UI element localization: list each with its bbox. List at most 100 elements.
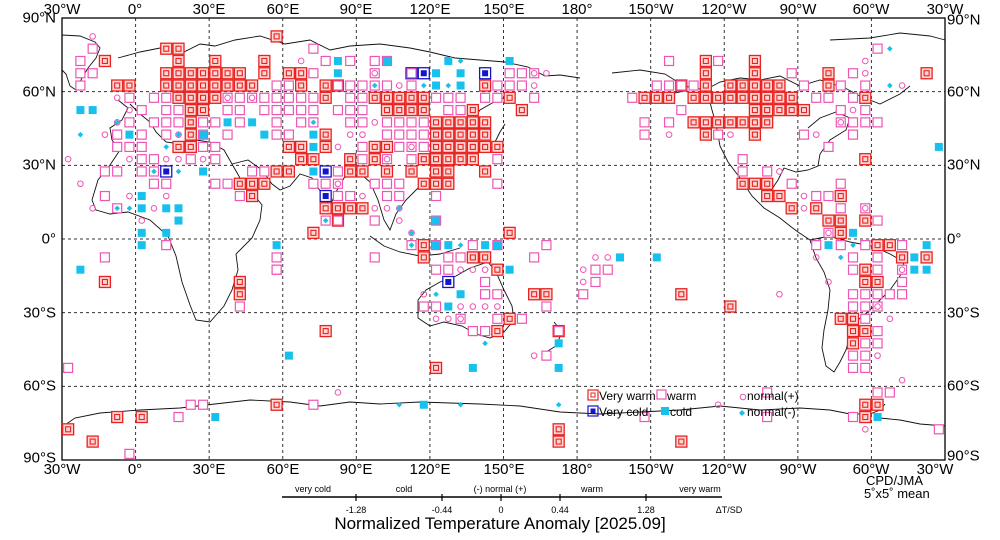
marker-very-warm [736, 91, 749, 104]
marker-warm [308, 92, 319, 103]
marker-very-warm [871, 398, 884, 411]
marker-warm [345, 92, 356, 103]
lat-label-right: 0° [947, 230, 962, 248]
marker-very-warm [344, 202, 357, 215]
marker-warm [197, 141, 209, 153]
legend-swatch-normal-minus [739, 410, 745, 416]
marker-warm [161, 178, 172, 189]
marker-warm [308, 104, 319, 116]
marker-warm [369, 178, 380, 189]
marker-very-warm [442, 165, 455, 178]
marker-warm [455, 252, 466, 263]
marker-very-warm [822, 67, 835, 80]
lon-label-bottom: 60°W [852, 461, 890, 478]
marker-warm [480, 325, 491, 337]
marker-very-warm [711, 116, 725, 129]
marker-warm [443, 252, 454, 263]
marker-very-warm [417, 91, 430, 104]
marker-normal-minus [482, 340, 488, 347]
marker-very-warm [98, 275, 112, 289]
marker-warm [148, 178, 160, 189]
marker-very-warm [895, 251, 909, 264]
marker-warm [381, 117, 393, 128]
marker-very-warm [761, 189, 774, 203]
marker-warm [847, 68, 859, 79]
marker-very-warm [258, 67, 271, 80]
marker-warm [896, 264, 908, 275]
marker-warm [480, 92, 491, 103]
marker-warm [884, 289, 895, 300]
marker-very-cold [442, 275, 455, 289]
marker-warm [663, 117, 675, 128]
lat-label-left: 30°S [23, 304, 56, 322]
marker-warm [124, 92, 135, 103]
lon-label-top: 30°W [43, 1, 81, 18]
marker-warm [369, 68, 380, 79]
marker-very-warm [209, 79, 222, 92]
marker-warm [516, 80, 527, 91]
marker-warm [87, 68, 98, 79]
marker-normal-plus [383, 205, 391, 212]
marker-very-cold [478, 67, 492, 80]
marker-warm [124, 141, 135, 153]
marker-cold [652, 253, 661, 262]
legend-very-warm: Very warm [599, 389, 656, 403]
marker-warm [234, 92, 245, 103]
marker-warm [688, 80, 699, 91]
lon-label-bottom: 30°E [192, 461, 226, 478]
marker-warm [418, 129, 429, 140]
marker-very-warm [184, 91, 197, 104]
marker-cold [910, 253, 919, 262]
marker-warm [835, 178, 846, 189]
marker-very-warm [368, 91, 381, 104]
marker-normal-plus [395, 217, 403, 224]
marker-very-warm [111, 410, 124, 424]
marker-normal-minus [114, 119, 120, 126]
marker-cold [432, 216, 441, 225]
marker-very-warm [429, 128, 443, 141]
marker-warm [516, 68, 527, 79]
credit-resolution: 5˚x5˚ mean [864, 486, 930, 501]
marker-cold [616, 253, 625, 262]
marker-warm [847, 411, 859, 423]
marker-normal-plus [334, 180, 342, 188]
marker-very-warm [859, 214, 872, 227]
marker-warm [394, 190, 405, 202]
marker-warm [418, 301, 429, 312]
marker-very-warm [478, 140, 492, 154]
marker-cold [505, 56, 514, 65]
marker-very-warm [233, 275, 246, 289]
marker-warm [283, 92, 294, 103]
marker-cold [493, 241, 502, 250]
marker-very-warm [209, 54, 222, 68]
marker-normal-plus [334, 389, 342, 396]
marker-very-warm [773, 91, 786, 104]
marker-very-warm [160, 79, 173, 92]
marker-normal-plus [77, 180, 84, 188]
marker-cold [260, 130, 269, 139]
scale-threshold: 0 [498, 505, 504, 515]
lon-label-top: 90°W [779, 1, 817, 18]
marker-warm [357, 154, 368, 165]
marker-cold [333, 56, 342, 65]
marker-very-warm [184, 103, 197, 117]
marker-very-warm [748, 54, 762, 68]
marker-normal-plus [825, 278, 832, 286]
marker-very-cold [160, 165, 173, 178]
marker-very-warm [675, 288, 688, 301]
marker-warm [639, 117, 650, 128]
marker-very-warm [454, 153, 467, 166]
marker-very-warm [699, 116, 713, 129]
marker-warm [136, 154, 147, 165]
marker-warm [896, 289, 908, 300]
marker-warm [87, 43, 98, 54]
marker-warm [148, 117, 160, 128]
marker-warm [455, 92, 466, 103]
marker-very-warm [662, 91, 676, 104]
marker-very-warm [736, 116, 749, 129]
marker-normal-plus [371, 205, 379, 212]
marker-normal-plus [886, 315, 894, 323]
marker-very-warm [429, 140, 443, 154]
marker-normal-minus [89, 107, 96, 113]
marker-very-warm [135, 410, 148, 424]
